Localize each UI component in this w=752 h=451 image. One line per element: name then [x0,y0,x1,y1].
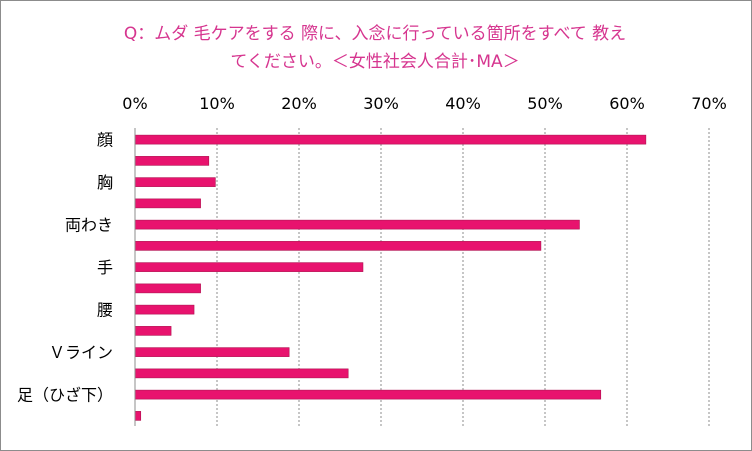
x-tick-label: 50% [527,94,563,113]
bar [134,326,172,336]
x-tick-label: 10% [199,94,235,113]
bar [134,134,647,145]
bar [134,347,290,357]
x-tick-label: 40% [445,94,481,113]
bar [134,241,542,251]
category-label: 両わき [65,216,113,235]
bar [134,156,210,166]
x-tick-label: 20% [281,94,317,113]
category-label: Ｖライン [49,343,113,362]
x-tick-label: 0% [122,94,147,113]
bar [134,198,201,209]
x-tick-label: 30% [363,94,399,113]
bars [134,134,647,421]
category-label: 胸 [97,173,113,192]
chart-title-line-1: Q：ムダ 毛ケアをする 際に、入念に行っている箇所をすべて 教え [124,23,626,44]
chart-title-line-2: てください。＜女性社会人合計･MA＞ [230,52,519,72]
bar [134,368,349,379]
gridlines [216,128,710,426]
bar [134,304,195,315]
x-tick-label: 70% [691,94,727,113]
category-label: 顔 [97,131,113,150]
bar [134,219,580,230]
x-tick-label: 60% [609,94,645,113]
bar [134,389,602,400]
category-label: 腰 [97,301,113,320]
x-axis-ticks: 0% 10% 20% 30% 40% 50% 60% 70% [122,94,726,113]
bar [134,283,201,294]
bar [134,177,216,187]
bar [134,411,142,421]
category-label: 手 [97,258,113,277]
bar [134,262,364,272]
category-label: 足（ひざ下） [17,386,113,405]
